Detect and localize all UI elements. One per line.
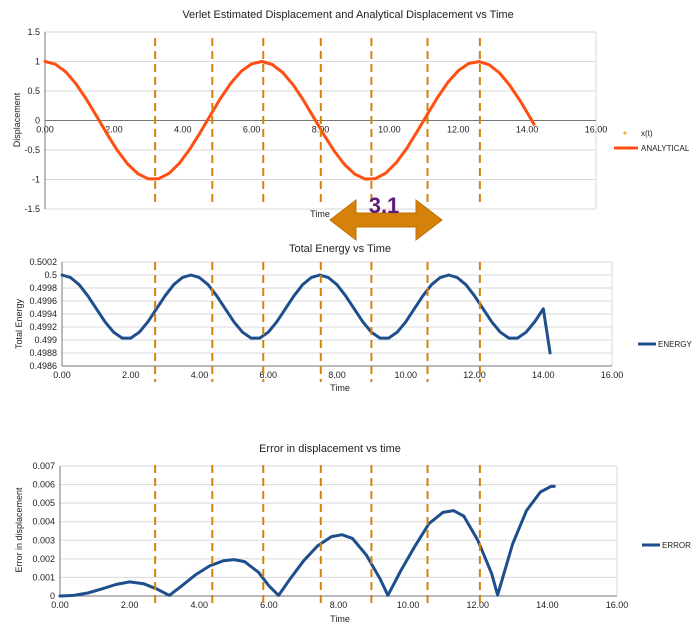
error-y-tick-label: 0.005 — [32, 498, 55, 508]
displacement-chart: Verlet Estimated Displacement and Analyt… — [12, 9, 690, 219]
displacement-y-tick-label: -1 — [32, 175, 40, 185]
energy-x-tick-label: 0.00 — [53, 370, 71, 380]
energy-y-tick-label: 0.4988 — [29, 348, 57, 358]
legend-label-energy: ENERGY — [658, 340, 692, 349]
error-x-tick-label: 0.00 — [51, 600, 69, 610]
displacement-y-tick-label: -0.5 — [24, 145, 40, 155]
energy-x-tick-label: 10.00 — [394, 370, 417, 380]
energy-x-tick-label: 6.00 — [259, 370, 277, 380]
error-x-tick-label: 14.00 — [536, 600, 559, 610]
displacement-x-tick-label: 6.00 — [243, 125, 261, 135]
energy-y-tick-label: 0.4992 — [29, 322, 57, 332]
energy-chart-title: Total Energy vs Time — [289, 243, 391, 255]
energy-x-tick-label: 4.00 — [191, 370, 209, 380]
displacement-x-tick-label: 12.00 — [447, 125, 470, 135]
error-y-tick-label: 0.004 — [32, 517, 55, 527]
displacement-x-tick-label: 14.00 — [516, 125, 539, 135]
error-x-tick-label: 8.00 — [330, 600, 348, 610]
energy-x-tick-label: 16.00 — [601, 370, 624, 380]
error-x-tick-label: 12.00 — [466, 600, 489, 610]
displacement-chart-ylabel: Displacement — [12, 92, 22, 147]
energy-y-tick-label: 0.4994 — [29, 309, 57, 319]
energy-chart-ylabel: Total Energy — [14, 298, 24, 349]
error-legend: ERROR — [642, 541, 691, 550]
energy-x-tick-label: 14.00 — [532, 370, 555, 380]
legend-label-xt: x(t) — [641, 129, 653, 138]
error-chart-ylabel: Error in displacement — [14, 487, 24, 573]
displacement-y-tick-label: 0 — [35, 116, 40, 126]
legend-marker-xt — [623, 131, 627, 135]
displacement-y-tick-label: 0.5 — [27, 86, 40, 96]
energy-y-tick-label: 0.5 — [44, 270, 57, 280]
error-x-tick-label: 4.00 — [190, 600, 208, 610]
energy-y-tick-label: 0.4996 — [29, 296, 57, 306]
energy-legend: ENERGY — [638, 340, 692, 349]
energy-x-tick-label: 12.00 — [463, 370, 486, 380]
error-series-line-error — [58, 484, 556, 598]
displacement-series-line-analytical — [43, 60, 536, 181]
legend-label-analytical: ANALYTICAL — [641, 144, 690, 153]
displacement-y-tick-label: 1 — [35, 57, 40, 67]
error-x-tick-label: 10.00 — [397, 600, 420, 610]
error-y-tick-label: 0.002 — [32, 554, 55, 564]
displacement-x-tick-label: 16.00 — [585, 125, 608, 135]
displacement-chart-title: Verlet Estimated Displacement and Analyt… — [182, 9, 513, 21]
energy-chart: Total Energy vs Time 0.4986 0.4988 0.499 0.… — [14, 243, 692, 393]
period-annotation-label: 3.1 — [369, 193, 400, 218]
energy-chart-xlabel: Time — [330, 383, 350, 393]
double-arrow-icon — [329, 198, 443, 242]
displacement-x-tick-label: 2.00 — [105, 125, 123, 135]
period-guide-lines — [154, 38, 481, 606]
error-y-tick-label: 0.006 — [32, 480, 55, 490]
period-annotation: 3.1 — [329, 193, 443, 242]
displacement-legend: x(t) ANALYTICAL — [614, 129, 690, 153]
error-y-tick-label: 0 — [50, 591, 55, 601]
error-y-tick-label: 0.003 — [32, 535, 55, 545]
energy-y-tick-label: 0.5002 — [29, 257, 57, 267]
error-x-tick-label: 2.00 — [121, 600, 139, 610]
displacement-x-tick-label: 10.00 — [378, 125, 401, 135]
energy-y-tick-label: 0.4998 — [29, 283, 57, 293]
energy-y-tick-label: 0.499 — [34, 335, 57, 345]
displacement-x-tick-label: 0.00 — [36, 125, 54, 135]
error-y-tick-label: 0.007 — [32, 461, 55, 471]
displacement-y-tick-label: -1.5 — [24, 204, 40, 214]
displacement-chart-xlabel: Time — [310, 209, 330, 219]
error-y-tick-label: 0.001 — [32, 572, 55, 582]
error-chart-title: Error in displacement vs time — [259, 443, 401, 455]
energy-y-tick-label: 0.4986 — [29, 361, 57, 371]
displacement-x-tick-label: 4.00 — [174, 125, 192, 135]
energy-x-tick-label: 2.00 — [122, 370, 140, 380]
legend-label-error: ERROR — [662, 541, 691, 550]
error-chart-xlabel: Time — [330, 614, 350, 624]
displacement-y-tick-label: 1.5 — [27, 27, 40, 37]
energy-x-tick-label: 8.00 — [328, 370, 346, 380]
error-chart: Error in displacement vs time 00.0010.00… — [14, 443, 691, 624]
energy-series-line-energy — [60, 273, 552, 355]
error-x-tick-label: 6.00 — [260, 600, 278, 610]
error-x-tick-label: 16.00 — [606, 600, 629, 610]
